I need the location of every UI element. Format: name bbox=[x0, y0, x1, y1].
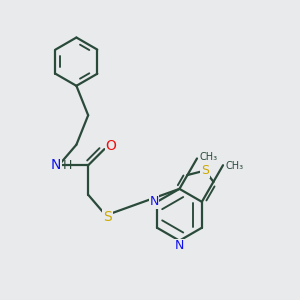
Text: N: N bbox=[149, 195, 159, 208]
Text: S: S bbox=[201, 164, 209, 177]
Text: N: N bbox=[175, 239, 184, 253]
Text: CH₃: CH₃ bbox=[200, 152, 217, 162]
Text: CH₃: CH₃ bbox=[225, 161, 244, 171]
Text: S: S bbox=[103, 210, 112, 224]
Text: O: O bbox=[105, 139, 116, 153]
Text: H: H bbox=[62, 159, 72, 172]
Text: N: N bbox=[51, 158, 61, 172]
